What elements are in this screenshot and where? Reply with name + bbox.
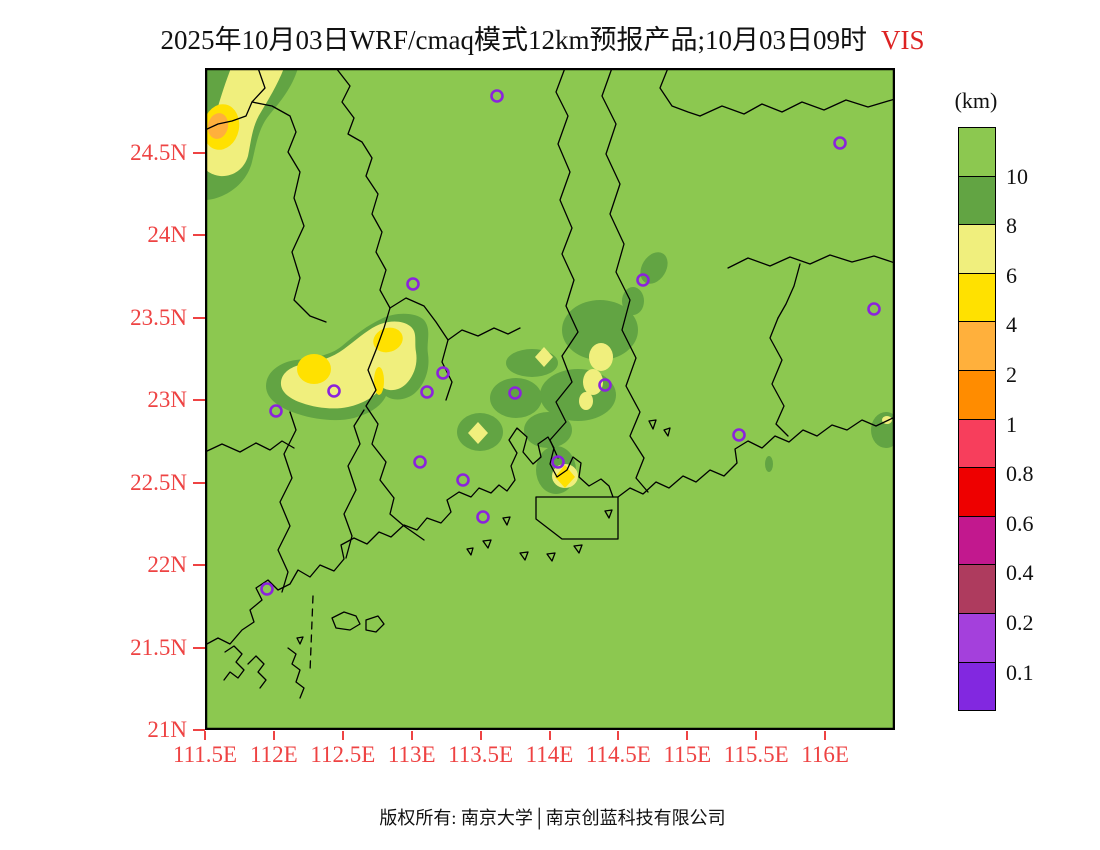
latitude-tick (193, 316, 205, 319)
longitude-label: 114E (525, 742, 574, 767)
latitude-tick (193, 399, 205, 401)
latitude-tick (193, 234, 205, 236)
station-marker (833, 136, 847, 150)
latitude-label: 21N (147, 717, 187, 742)
station-marker (598, 378, 612, 392)
copyright-text: 版权所有: 南京大学│南京创蓝科技有限公司 (379, 808, 726, 828)
latitude-label: 24.5N (130, 139, 187, 165)
colorbar-unit-label: (km) (954, 88, 998, 113)
latitude-tick (193, 646, 205, 649)
colorbar (958, 127, 998, 712)
colorbar-tick-label: 0.8 (1006, 461, 1034, 487)
admin-boundaries (205, 68, 895, 593)
station-marker (867, 302, 881, 316)
station-marker (269, 404, 283, 418)
colorbar-tick-label: 10 (1006, 163, 1028, 189)
longitude-tick (410, 731, 413, 740)
map-frame (205, 68, 895, 730)
longitude-tick (548, 731, 551, 740)
station-marker (260, 582, 274, 596)
longitude-label: 111.5E (172, 742, 238, 767)
longitude-tick (341, 731, 344, 740)
station-markers (260, 89, 881, 596)
colorbar-tick-label: 6 (1006, 262, 1017, 288)
longitude-tick (204, 731, 206, 740)
forecast-map (205, 68, 895, 730)
colorbar-segment (958, 369, 996, 420)
colorbar-tick-label: 4 (1006, 312, 1017, 338)
forecast-title-text: 2025年10月03日WRF/cmaq模式12km预报产品;10月03日09时 (160, 25, 867, 55)
station-marker (420, 385, 434, 399)
latitude-label: 21.5N (130, 634, 187, 660)
colorbar-segment (958, 467, 996, 517)
longitude-label: 114.5E (585, 742, 651, 767)
latitude-tick (193, 729, 205, 731)
latitude-label: 23N (147, 387, 187, 412)
colorbar-segment (958, 418, 996, 469)
colorbar-segment (958, 564, 996, 614)
station-marker (476, 510, 490, 524)
longitude-label: 113.5E (448, 742, 514, 767)
colorbar-tick-label: 0.6 (1006, 510, 1034, 536)
longitude-label: 115E (663, 742, 712, 767)
latitude-tick (193, 564, 205, 566)
longitude-label: 112E (250, 742, 298, 767)
vis-variable-label: VIS (880, 25, 925, 55)
latitude-label: 23.5N (130, 304, 187, 330)
station-marker (406, 277, 420, 291)
longitude-tick (824, 731, 827, 740)
colorbar-tick-label: 0.4 (1006, 560, 1034, 586)
latitude-tick (193, 151, 205, 154)
latitude-label: 22.5N (130, 469, 187, 495)
colorbar-tick-label: 8 (1006, 213, 1017, 239)
colorbar-segment (958, 272, 996, 323)
colorbar-segment (958, 515, 996, 566)
forecast-title: 2025年10月03日WRF/cmaq模式12km预报产品;10月03日09时 V… (0, 18, 1085, 57)
colorbar-tick-label: 0.2 (1006, 610, 1034, 635)
longitude-tick (479, 731, 482, 740)
station-marker (490, 89, 504, 103)
colorbar-tick-label: 1 (1006, 411, 1017, 437)
longitude-tick (617, 731, 620, 740)
station-marker (551, 455, 565, 469)
longitude-label: 113E (387, 742, 436, 767)
longitude-tick (686, 731, 689, 740)
colorbar-tick-label: 0.1 (1006, 659, 1034, 685)
longitude-tick (755, 731, 758, 740)
station-marker (732, 428, 746, 442)
latitude-tick (193, 481, 205, 484)
latitude-label: 22N (147, 552, 187, 577)
longitude-tick (272, 731, 275, 740)
visibility-shading-orange (207, 113, 229, 139)
longitude-label: 115.5E (723, 742, 789, 767)
station-marker (636, 273, 650, 287)
station-marker (413, 455, 427, 469)
longitude-label: 112.5E (310, 742, 376, 767)
longitude-label: 116E (801, 742, 849, 767)
station-marker (327, 384, 341, 398)
colorbar-segment (958, 661, 996, 712)
colorbar-segment (958, 175, 996, 226)
station-marker (508, 386, 522, 400)
station-marker (456, 473, 470, 487)
colorbar-segment (958, 321, 996, 371)
colorbar-segment (958, 127, 996, 177)
coastline (205, 416, 895, 699)
latitude-label: 24N (147, 222, 187, 247)
colorbar-tick-label: 2 (1006, 362, 1017, 387)
colorbar-segment (958, 612, 996, 663)
station-marker (436, 366, 450, 380)
maritime-dashed-line (309, 595, 314, 673)
colorbar-segment (958, 224, 996, 274)
